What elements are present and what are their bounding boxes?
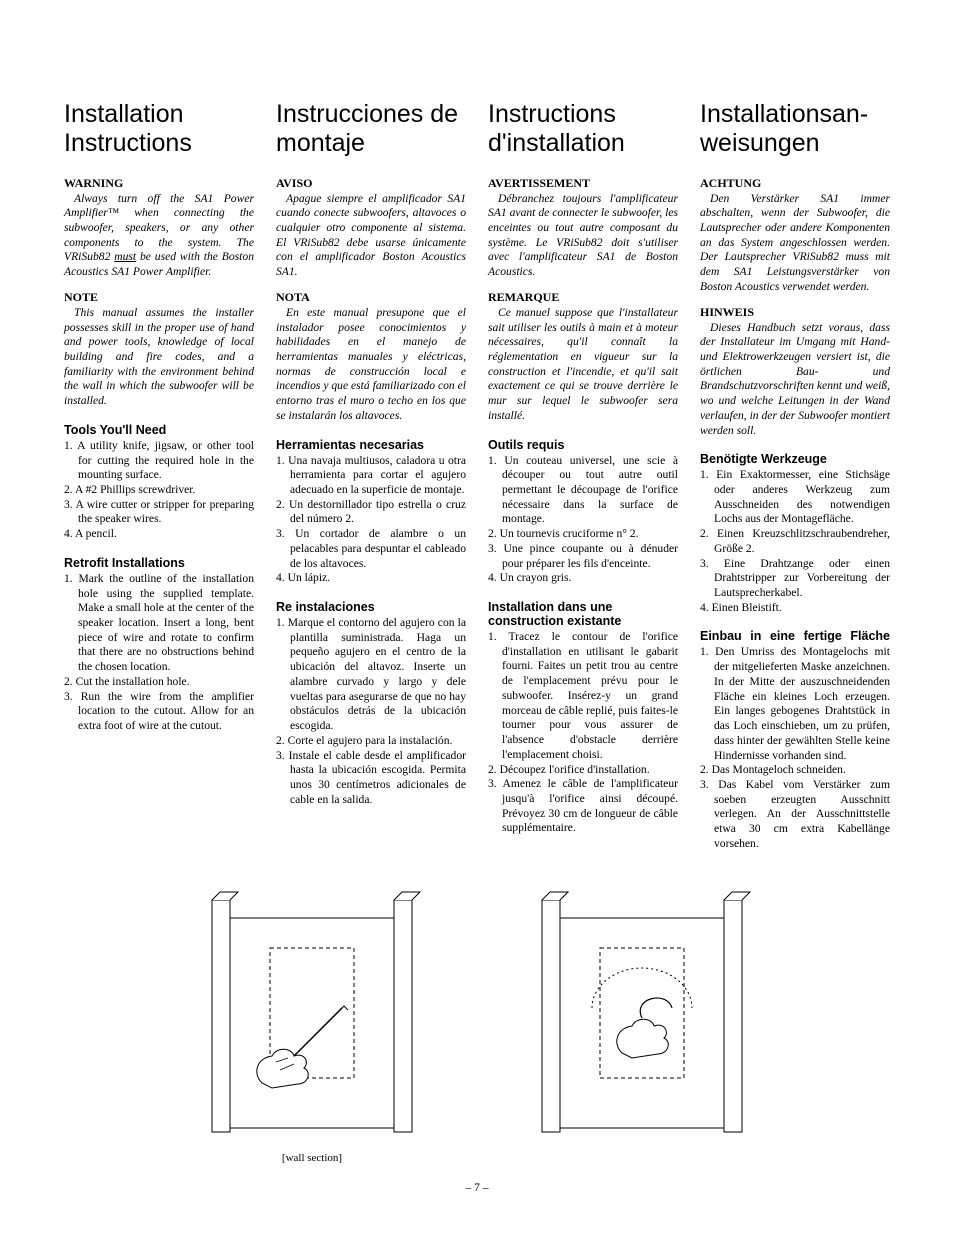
section-heading: Outils requis (488, 438, 678, 452)
section-heading: ACHTUNG (700, 176, 890, 191)
column-title: Installation Instructions (64, 100, 254, 158)
numbered-list: 1. Marque el contorno del agujero con la… (276, 616, 466, 807)
column-fr: Instructions d'installation AVERTISSEMENT… (488, 100, 678, 852)
page-number: – 7 – (64, 1182, 890, 1194)
section-heading: NOTA (276, 290, 466, 305)
list-item: 2. Einen Kreuzschlitzschraubendreher, Gr… (700, 527, 890, 556)
list-item: 1. Un couteau universel, une scie à déco… (488, 454, 678, 528)
document-page: Installation Instructions WARNINGAlways t… (64, 100, 890, 1194)
list-item: 1. Tracez le contour de l'orifice d'inst… (488, 630, 678, 762)
list-item: 3. Amenez le câble de l'amplificateur ju… (488, 777, 678, 836)
section-heading: REMARQUE (488, 290, 678, 305)
list-item: 3. Un cortador de alambre o un pelacable… (276, 527, 466, 571)
list-item: 1. Den Umriss des Montagelochs mit der m… (700, 645, 890, 763)
column-title: Instructions d'installation (488, 100, 678, 158)
section-heading: AVERTISSEMENT (488, 176, 678, 191)
figure-right (512, 888, 772, 1164)
numbered-list: 1. Den Umriss des Montagelochs mit der m… (700, 645, 890, 851)
section-heading: Einbau in eine fertige Fläche (700, 629, 890, 643)
numbered-list: 1. Mark the outline of the installation … (64, 572, 254, 734)
paragraph: This manual assumes the installer posses… (64, 306, 254, 409)
list-item: 2. A #2 Phillips screwdriver. (64, 483, 254, 498)
list-item: 4. Un lápiz. (276, 571, 466, 586)
list-item: 1. Mark the outline of the installation … (64, 572, 254, 675)
section-heading: Installation dans une construction exist… (488, 600, 678, 628)
section-heading: Retrofit Installations (64, 556, 254, 570)
list-item: 2. Un tournevis cruciforme n° 2. (488, 527, 678, 542)
list-item: 2. Das Montageloch schneiden. (700, 763, 890, 778)
paragraph: En este manual presupone que el instalad… (276, 306, 466, 424)
list-item: 3. Eine Drahtzange oder einen Drahtstrip… (700, 557, 890, 601)
column-title: Installationsan­weisungen (700, 100, 890, 158)
list-item: 2. Cut the installation hole. (64, 675, 254, 690)
paragraph: Dieses Handbuch setzt voraus, dass der I… (700, 321, 890, 439)
list-item: 1. Una navaja multiusos, caladora u otra… (276, 454, 466, 498)
section-heading: WARNING (64, 176, 254, 191)
paragraph: Den Verstärker SA1 immer abschalten, wen… (700, 192, 890, 295)
list-item: 4. Einen Bleistift. (700, 601, 890, 616)
list-item: 3. Une pince coupante ou à dénuder pour … (488, 542, 678, 571)
column-title: Instrucciones de montaje (276, 100, 466, 158)
paragraph: Always turn off the SA1 Power Amplifier™… (64, 192, 254, 280)
numbered-list: 1. Una navaja multiusos, caladora u otra… (276, 454, 466, 586)
wall-section-drawing-right (512, 888, 772, 1148)
list-item: 1. A utility knife, jigsaw, or other too… (64, 439, 254, 483)
list-item: 4. Un crayon gris. (488, 571, 678, 586)
paragraph: Apague siempre el amplificador SA1 cuand… (276, 192, 466, 280)
wall-section-drawing-left (182, 888, 442, 1148)
section-heading: Tools You'll Need (64, 423, 254, 437)
section-heading: AVISO (276, 176, 466, 191)
numbered-list: 1. Tracez le contour de l'orifice d'inst… (488, 630, 678, 836)
figure-left: [wall section] (182, 888, 442, 1164)
paragraph: Débranchez toujours l'amplificateur SA1 … (488, 192, 678, 280)
list-item: 3. Run the wire from the amplifier locat… (64, 690, 254, 734)
column-es: Instrucciones de montaje AVISOApague siem… (276, 100, 466, 852)
section-heading: NOTE (64, 290, 254, 305)
figure-caption-left: [wall section] (182, 1152, 442, 1164)
list-item: 3. Instale el cable desde el amplificado… (276, 749, 466, 808)
section-heading: Benötigte Werkzeuge (700, 452, 890, 466)
numbered-list: 1. Ein Exaktormesser, eine Stichsäge ode… (700, 468, 890, 615)
section-heading: Re instalaciones (276, 600, 466, 614)
column-en: Installation Instructions WARNINGAlways t… (64, 100, 254, 852)
list-item: 1. Marque el contorno del agujero con la… (276, 616, 466, 734)
list-item: 2. Découpez l'orifice d'installation. (488, 763, 678, 778)
numbered-list: 1. A utility knife, jigsaw, or other too… (64, 439, 254, 542)
numbered-list: 1. Un couteau universel, une scie à déco… (488, 454, 678, 586)
list-item: 1. Ein Exaktormesser, eine Stichsäge ode… (700, 468, 890, 527)
list-item: 2. Corte el agujero para la instalación. (276, 734, 466, 749)
columns-container: Installation Instructions WARNINGAlways t… (64, 100, 890, 852)
list-item: 4. A pencil. (64, 527, 254, 542)
paragraph: Ce manuel suppose que l'installateur sai… (488, 306, 678, 424)
section-heading: Herramientas necesarias (276, 438, 466, 452)
column-de: Installationsan­weisungen ACHTUNGDen Vers… (700, 100, 890, 852)
list-item: 2. Un destornillador tipo estrella o cru… (276, 498, 466, 527)
section-heading: HINWEIS (700, 305, 890, 320)
figure-row: [wall section] (64, 888, 890, 1164)
list-item: 3. A wire cutter or stripper for prepari… (64, 498, 254, 527)
list-item: 3. Das Kabel vom Verstärker zum soeben e… (700, 778, 890, 852)
